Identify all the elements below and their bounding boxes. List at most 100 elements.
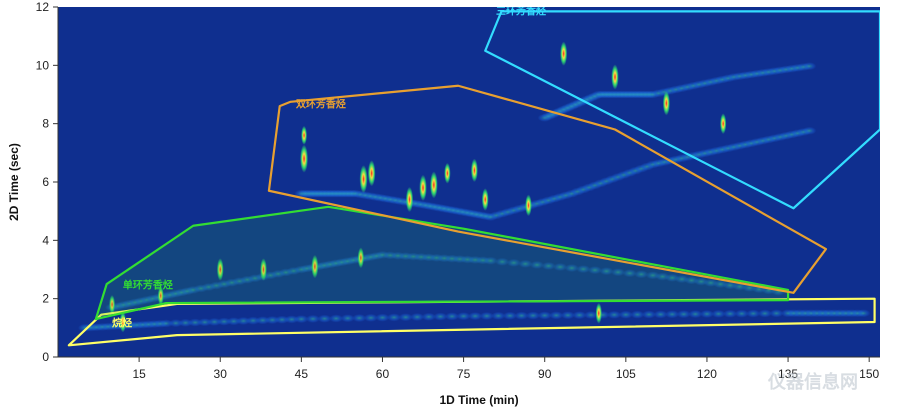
elution-band-segment (294, 315, 309, 324)
elution-band-segment (363, 313, 378, 322)
elution-band-segment (352, 314, 367, 323)
elution-band-segment (618, 310, 633, 319)
peak-spot (311, 254, 319, 279)
elution-band-segment (587, 266, 602, 275)
region-label: 烷烃 (112, 316, 132, 329)
elution-band-segment (375, 313, 390, 322)
peak-spot (662, 91, 670, 116)
y-tick-label: 12 (36, 0, 50, 14)
peak-spot (216, 258, 224, 281)
elution-band-segment (506, 258, 521, 267)
elution-band-segment (549, 311, 564, 320)
elution-band-segment (723, 309, 738, 318)
peak-spot (481, 188, 489, 211)
elution-band-segment (642, 310, 657, 319)
elution-band-segment (495, 257, 510, 266)
peak-spot (301, 125, 308, 145)
elution-band-segment (634, 270, 649, 279)
elution-band-segment (734, 309, 749, 318)
x-tick-label: 150 (859, 367, 879, 381)
x-tick-label: 45 (295, 367, 309, 381)
x-tick-label: 135 (778, 367, 798, 381)
x-tick-label: 15 (132, 367, 146, 381)
elution-band-segment (479, 311, 494, 320)
y-tick-label: 2 (42, 292, 49, 306)
elution-band-segment (317, 314, 332, 323)
elution-band-segment (611, 268, 626, 277)
elution-band-segment (576, 265, 591, 274)
elution-band-segment (340, 314, 355, 323)
peak-spot (560, 41, 568, 66)
peak-spot (357, 247, 365, 269)
elution-band-segment (537, 311, 552, 320)
plot-area: 烷烃 单环芳香烃 双环芳香烃 三环芳香烃 (67, 4, 880, 347)
region-label: 双环芳香烃 (296, 98, 346, 111)
elution-band-segment (491, 311, 506, 320)
elution-band-segment (757, 309, 772, 318)
elution-band-segment (410, 313, 425, 321)
region-outline (67, 297, 876, 347)
elution-band-segment (518, 259, 533, 268)
peak-spot (525, 194, 532, 217)
elution-band-segment (502, 311, 517, 320)
y-axis-title: 2D Time (sec) (7, 143, 21, 221)
peak-spot (595, 302, 602, 324)
region-label: 三环芳香烃 (496, 4, 546, 17)
elution-band-segment (622, 269, 637, 278)
elution-band-segment (468, 312, 483, 321)
y-tick-label: 10 (36, 58, 50, 72)
elution-band-segment (665, 310, 680, 319)
elution-band-segment (398, 313, 413, 322)
elution-band-segment (688, 310, 703, 319)
peak-spot (119, 311, 127, 333)
peak-spot (470, 158, 478, 183)
elution-band-segment (456, 312, 471, 321)
x-axis-title: 1D Time (min) (439, 393, 518, 407)
elution-band-segment (564, 264, 579, 273)
elution-band-segment (421, 312, 436, 321)
elution-band-segment (607, 310, 622, 319)
elution-band-segment (526, 311, 541, 320)
elution-band-segment (630, 310, 645, 319)
watermark-text: 仪器信息网 (767, 371, 858, 392)
x-tick-label: 105 (616, 367, 636, 381)
peak-spot (359, 165, 368, 194)
elution-band-segment (802, 126, 817, 135)
peak-spot (260, 258, 267, 281)
elution-band-segment (711, 309, 726, 318)
peak-spot (367, 160, 376, 187)
region-label: 单环芳香烃 (123, 278, 173, 291)
elution-band-segment (483, 256, 498, 265)
elution-band-segment (445, 312, 460, 321)
elution-band-segment (802, 62, 817, 71)
y-tick-label: 0 (42, 350, 49, 364)
x-tick-label: 75 (457, 367, 471, 381)
elution-band-segment (541, 261, 556, 270)
peak-spot (419, 174, 427, 201)
y-tick-label: 4 (42, 233, 49, 247)
y-tick-label: 8 (42, 117, 49, 131)
region-outline (94, 205, 790, 321)
x-tick-label: 30 (214, 367, 228, 381)
elution-band-segment (514, 311, 529, 320)
peak-spot (300, 144, 309, 173)
elution-band-segment (746, 309, 761, 318)
peak-spot (444, 162, 451, 184)
peak-spot (109, 295, 116, 314)
peak-spot (157, 286, 164, 306)
x-tick-label: 120 (697, 367, 717, 381)
elution-band-segment (856, 309, 871, 318)
peak-spot (719, 113, 727, 135)
elution-band-segment (560, 311, 575, 320)
elution-band-segment (553, 263, 568, 271)
elution-band-segment (433, 312, 448, 321)
axes: 15 30 45 60 75 90 105 120 135 150 0 2 4 6 8 10 12 1D Time… (7, 0, 880, 407)
elution-band-segment (653, 310, 668, 319)
elution-band-segment (699, 309, 714, 318)
elution-band-segment (676, 310, 691, 319)
elution-band-segment (329, 314, 344, 323)
peak-spot (429, 171, 438, 199)
elution-band-segment (584, 311, 599, 320)
